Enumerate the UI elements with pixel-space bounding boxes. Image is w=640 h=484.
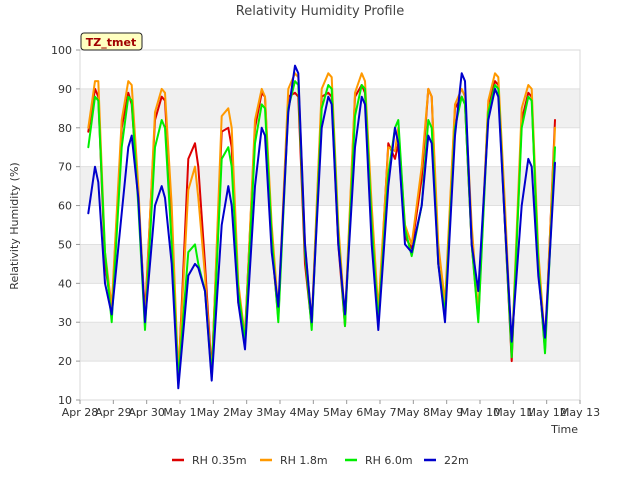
x-tick-label: May 12 (527, 406, 567, 419)
legend-label: RH 1.8m (280, 454, 328, 467)
grid-band (80, 283, 580, 323)
x-tick-label: May 10 (460, 406, 500, 419)
grid-band (80, 166, 580, 206)
y-tick-label: 100 (51, 44, 72, 57)
y-tick-label: 70 (58, 161, 72, 174)
x-tick-label: May 13 (560, 406, 600, 419)
site-annotation: TZ_tmet (80, 32, 143, 51)
x-tick-label: May 6 (330, 406, 363, 419)
legend-label: RH 0.35m (192, 454, 247, 467)
x-tick-label: May 5 (297, 406, 330, 419)
y-tick-label: 10 (58, 394, 72, 407)
series-line-22m (87, 64, 556, 390)
series-line-rh-6-0m (87, 80, 556, 382)
y-tick-label: 60 (58, 200, 72, 213)
y-axis-label: Relativity Humidity (%) (8, 162, 21, 289)
grid-band (80, 244, 580, 284)
x-tick-label: May 3 (230, 406, 263, 419)
grid-band (80, 205, 580, 245)
legend-label: 22m (444, 454, 469, 467)
x-tick-label: May 11 (493, 406, 533, 419)
grid-band (80, 50, 580, 89)
x-axis-label: Time (550, 423, 578, 436)
x-tick-label: Apr 30 (128, 406, 165, 419)
x-tick-label: May 1 (163, 406, 196, 419)
grid-band (80, 127, 580, 167)
x-tick-label: May 9 (430, 406, 463, 419)
legend-label: RH 6.0m (365, 454, 413, 467)
x-tick-label: May 2 (197, 406, 230, 419)
y-tick-label: 20 (58, 355, 72, 368)
plot-frame (79, 49, 581, 401)
annotation-background (80, 32, 143, 51)
grid-band (80, 361, 580, 400)
x-tick-label: Apr 28 (62, 406, 99, 419)
y-tick-label: 50 (58, 238, 72, 251)
annotation-label: TZ_tmet (86, 36, 136, 49)
y-tick-label: 40 (58, 277, 72, 290)
y-tick-label: 30 (58, 316, 72, 329)
x-tick-label: Apr 29 (95, 406, 132, 419)
x-tick-label: May 7 (363, 406, 396, 419)
legend: RH 0.35m RH 1.8m RH 6.0m 22m (172, 454, 469, 467)
x-tick-label: May 4 (263, 406, 296, 419)
x-tick-label: May 8 (397, 406, 430, 419)
grid-band (80, 322, 580, 362)
y-tick-label: 80 (58, 122, 72, 135)
chart-title: Relativity Humidity Profile (236, 4, 404, 19)
y-tick-label: 90 (58, 83, 72, 96)
